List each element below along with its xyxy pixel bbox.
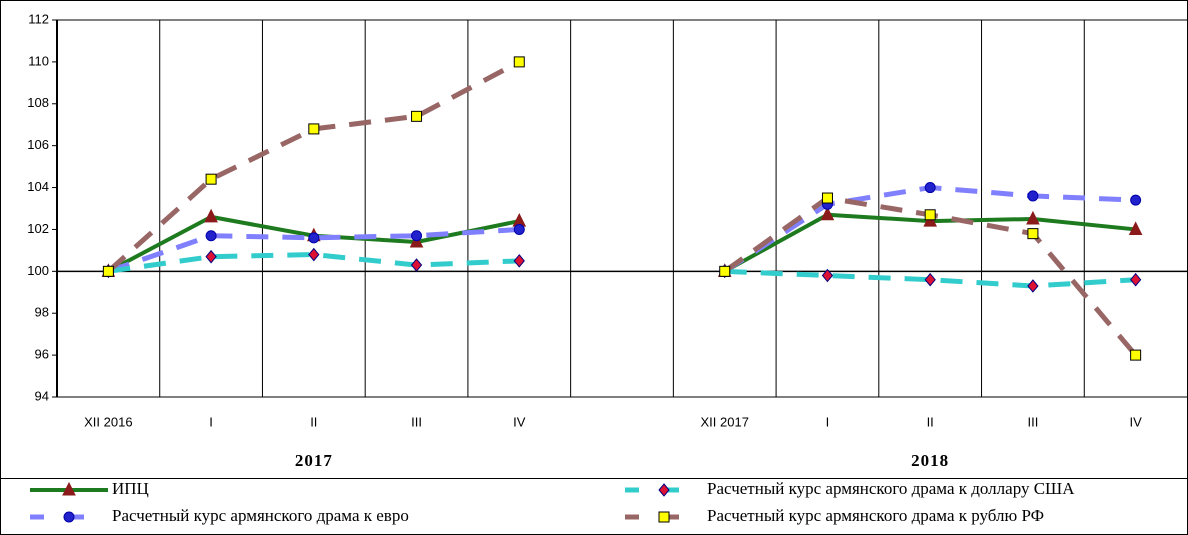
y-tick-label: 104 <box>27 179 49 194</box>
legend-label: Расчетный курс армянского драма к доллар… <box>707 479 1075 498</box>
marker <box>1129 272 1142 287</box>
marker <box>924 209 936 221</box>
x-tick-label: I <box>209 414 213 429</box>
legend-marker <box>658 511 670 523</box>
marker <box>102 265 114 277</box>
marker <box>204 208 218 223</box>
x-tick-label: II <box>310 414 317 429</box>
y-tick-label: 106 <box>27 137 49 152</box>
marker <box>513 223 525 235</box>
marker <box>821 192 833 204</box>
y-tick-label: 102 <box>27 221 49 236</box>
y-tick-label: 98 <box>35 305 49 320</box>
x-tick-label: XII 2016 <box>84 414 132 429</box>
marker <box>924 182 936 194</box>
x-tick-label: IV <box>1129 414 1142 429</box>
marker <box>513 56 525 68</box>
marker <box>924 272 936 287</box>
marker <box>719 265 731 277</box>
y-tick-label: 96 <box>35 347 49 362</box>
marker <box>821 268 834 283</box>
legend-label: Расчетный курс армянского драма к рублю … <box>707 506 1044 525</box>
marker <box>1130 349 1142 361</box>
marker <box>513 254 525 268</box>
year-label: 2017 <box>295 451 333 470</box>
marker <box>1027 190 1039 202</box>
marker <box>1130 194 1142 206</box>
marker <box>308 123 320 135</box>
y-tick-label: 112 <box>28 11 49 26</box>
marker <box>1027 279 1039 293</box>
legend-marker <box>63 511 75 523</box>
x-tick-label: XII 2017 <box>701 414 749 429</box>
y-tick-label: 108 <box>27 95 49 110</box>
x-tick-label: IV <box>513 414 526 429</box>
marker <box>205 249 217 264</box>
legend-label: ИПЦ <box>112 479 149 498</box>
series-line <box>108 252 1136 289</box>
x-tick-label: I <box>826 414 830 429</box>
marker <box>1128 221 1143 235</box>
x-tick-label: III <box>411 414 422 429</box>
legend-marker <box>658 483 670 497</box>
legend-marker <box>62 481 76 496</box>
legend-label: Расчетный курс армянского драма к евро <box>112 506 409 525</box>
marker <box>820 206 835 221</box>
marker <box>1026 210 1040 225</box>
x-tick-label: II <box>927 414 934 429</box>
marker <box>205 230 217 242</box>
marker <box>1027 228 1039 240</box>
marker <box>410 258 423 272</box>
x-tick-label: III <box>1027 414 1038 429</box>
marker <box>308 247 320 262</box>
marker <box>205 173 217 185</box>
y-tick-label: 94 <box>35 388 49 403</box>
year-label: 2018 <box>911 451 949 470</box>
y-tick-label: 100 <box>27 263 49 278</box>
marker <box>308 232 320 244</box>
marker <box>411 230 423 242</box>
marker <box>411 110 423 122</box>
y-tick-label: 110 <box>28 53 49 68</box>
